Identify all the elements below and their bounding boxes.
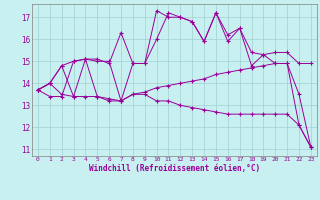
- X-axis label: Windchill (Refroidissement éolien,°C): Windchill (Refroidissement éolien,°C): [89, 164, 260, 173]
